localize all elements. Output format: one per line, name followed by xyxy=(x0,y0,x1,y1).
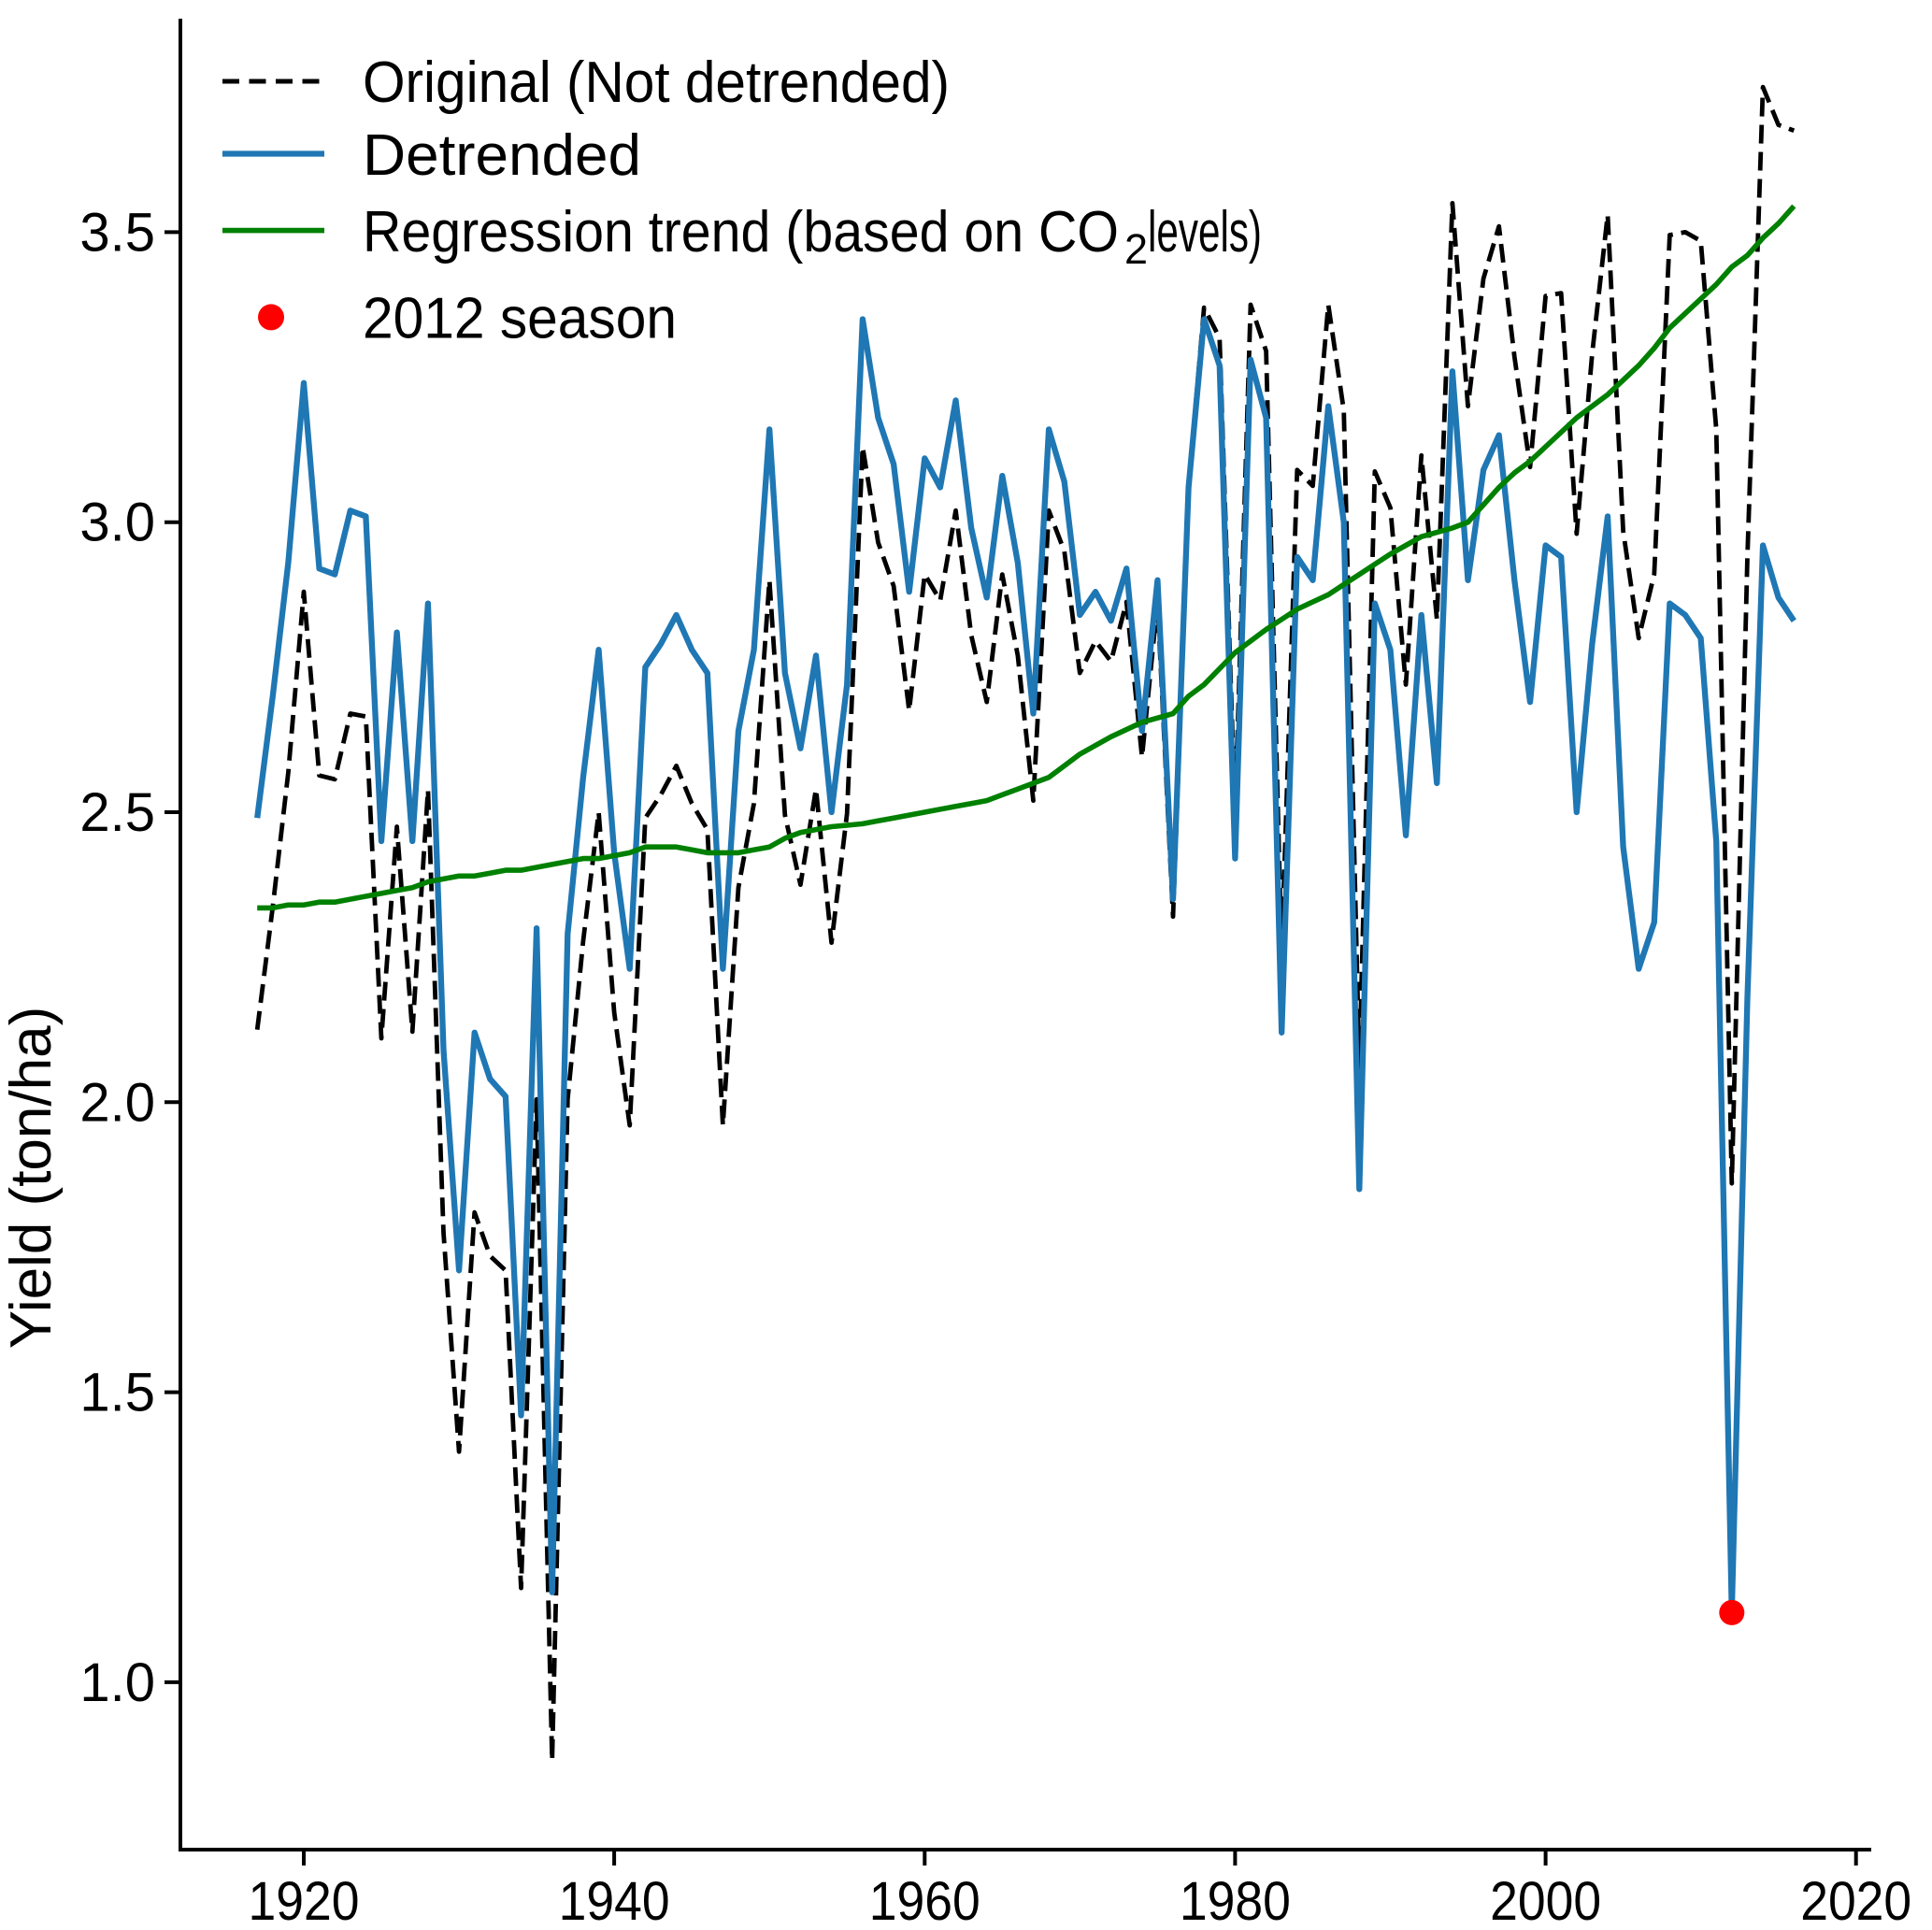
svg-text:1940: 1940 xyxy=(559,1871,670,1930)
svg-text:2012 season: 2012 season xyxy=(363,287,677,351)
svg-text:3.0: 3.0 xyxy=(79,493,155,553)
svg-text:2.0: 2.0 xyxy=(79,1072,155,1133)
svg-text:1.5: 1.5 xyxy=(79,1363,155,1423)
svg-text:Detrended: Detrended xyxy=(363,123,641,188)
svg-text:Original (Not detrended): Original (Not detrended) xyxy=(363,50,950,115)
svg-text:2.5: 2.5 xyxy=(79,782,155,843)
svg-text:levels): levels) xyxy=(1148,200,1262,264)
svg-text:1980: 1980 xyxy=(1180,1871,1291,1930)
svg-text:3.5: 3.5 xyxy=(79,202,155,263)
svg-text:2020: 2020 xyxy=(1800,1871,1911,1930)
svg-text:Yield (ton/ha): Yield (ton/ha) xyxy=(0,1007,64,1349)
svg-text:2000: 2000 xyxy=(1490,1871,1601,1930)
svg-text:2: 2 xyxy=(1124,225,1148,273)
svg-text:Regression trend (based on CO: Regression trend (based on CO xyxy=(363,200,1119,264)
svg-text:1.0: 1.0 xyxy=(79,1652,155,1713)
svg-text:1920: 1920 xyxy=(249,1871,360,1930)
svg-text:1960: 1960 xyxy=(869,1871,980,1930)
